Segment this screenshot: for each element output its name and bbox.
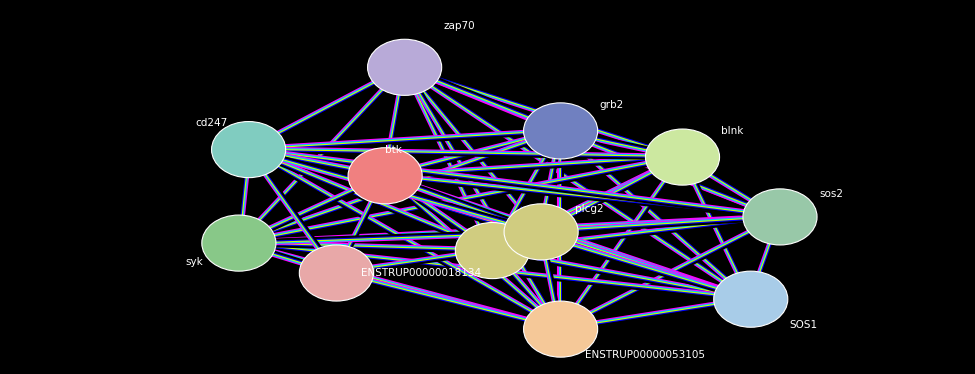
Text: ENSTRUP00000018134: ENSTRUP00000018134 — [361, 268, 481, 278]
Ellipse shape — [212, 122, 286, 178]
Text: grb2: grb2 — [600, 100, 624, 110]
Ellipse shape — [645, 129, 720, 185]
Text: ENSTRUP00000053105: ENSTRUP00000053105 — [585, 350, 705, 360]
Ellipse shape — [202, 215, 276, 271]
Ellipse shape — [348, 148, 422, 204]
Text: cd247: cd247 — [195, 119, 227, 128]
Ellipse shape — [299, 245, 373, 301]
Text: syk: syk — [185, 257, 203, 267]
Ellipse shape — [524, 103, 598, 159]
Text: SOS1: SOS1 — [790, 321, 818, 330]
Ellipse shape — [524, 301, 598, 357]
Ellipse shape — [368, 39, 442, 95]
Text: sos2: sos2 — [819, 190, 843, 199]
Text: btk: btk — [385, 145, 402, 154]
Ellipse shape — [455, 223, 529, 279]
Ellipse shape — [743, 189, 817, 245]
Text: blnk: blnk — [722, 126, 744, 136]
Text: plcg2: plcg2 — [575, 205, 604, 214]
Text: zap70: zap70 — [444, 21, 475, 31]
Ellipse shape — [714, 271, 788, 327]
Ellipse shape — [504, 204, 578, 260]
